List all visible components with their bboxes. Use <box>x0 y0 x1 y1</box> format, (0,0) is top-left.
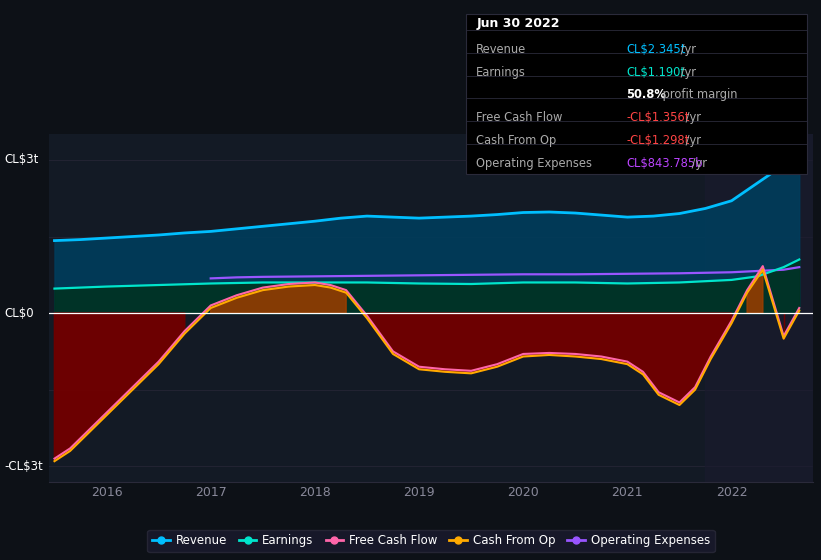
Text: Free Cash Flow: Free Cash Flow <box>476 111 562 124</box>
Text: Revenue: Revenue <box>476 43 526 56</box>
Text: /yr: /yr <box>677 66 695 78</box>
Legend: Revenue, Earnings, Free Cash Flow, Cash From Op, Operating Expenses: Revenue, Earnings, Free Cash Flow, Cash … <box>147 530 715 552</box>
Text: CL$1.190t: CL$1.190t <box>626 66 686 78</box>
Text: /yr: /yr <box>688 157 707 170</box>
Text: CL$0: CL$0 <box>4 307 34 320</box>
Text: -CL$1.298t: -CL$1.298t <box>626 134 690 147</box>
Text: /yr: /yr <box>682 134 701 147</box>
Text: profit margin: profit margin <box>659 88 738 101</box>
Text: Earnings: Earnings <box>476 66 526 78</box>
Text: CL$2.345t: CL$2.345t <box>626 43 686 56</box>
Text: /yr: /yr <box>677 43 695 56</box>
Text: Operating Expenses: Operating Expenses <box>476 157 592 170</box>
Text: Cash From Op: Cash From Op <box>476 134 557 147</box>
Text: CL$3t: CL$3t <box>4 153 39 166</box>
Bar <box>705 134 813 482</box>
Text: -CL$1.356t: -CL$1.356t <box>626 111 690 124</box>
Text: CL$843.785b: CL$843.785b <box>626 157 703 170</box>
Text: -CL$3t: -CL$3t <box>4 460 43 473</box>
Text: 50.8%: 50.8% <box>626 88 667 101</box>
Text: Jun 30 2022: Jun 30 2022 <box>476 17 560 30</box>
Text: /yr: /yr <box>682 111 701 124</box>
